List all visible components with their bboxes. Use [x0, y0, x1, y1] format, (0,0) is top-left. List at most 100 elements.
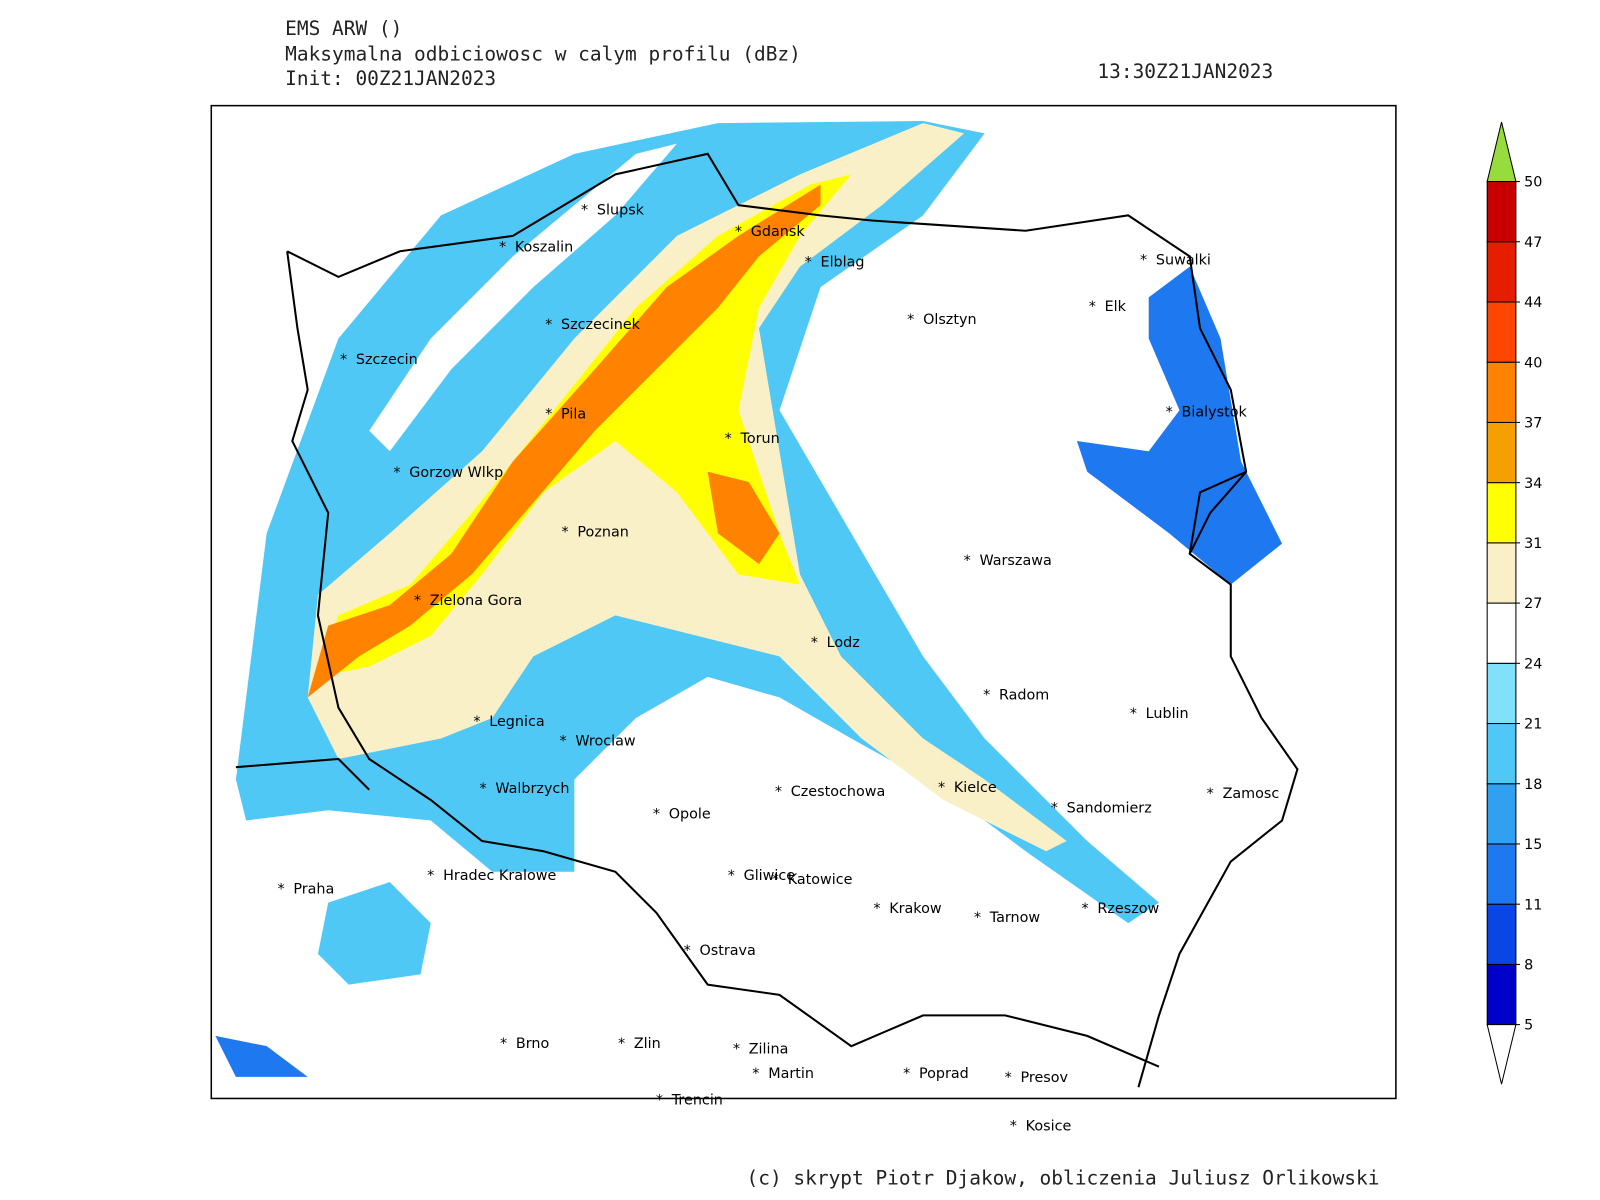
border-line	[286, 152, 1299, 1088]
credits: (c) skrypt Piotr Djakow, obliczenia Juli…	[747, 1167, 1380, 1190]
rain-area	[307, 184, 821, 698]
city-marker: *	[545, 406, 552, 422]
city-label: Zlin	[634, 1036, 661, 1052]
city-label: Elblag	[821, 255, 865, 271]
city-marker: *	[983, 687, 990, 703]
city-marker: *	[903, 1066, 910, 1082]
city-label: Warszawa	[979, 553, 1051, 569]
colorbar-label: 21	[1524, 717, 1542, 733]
map-area	[210, 104, 1397, 1100]
city-marker: *	[752, 1066, 759, 1082]
city-label: Walbrzych	[495, 781, 569, 797]
colorbar-band	[1486, 843, 1517, 905]
city-marker: *	[479, 781, 486, 797]
city-label: Radom	[999, 687, 1049, 703]
city-label: Zilina	[749, 1041, 789, 1057]
city-marker: *	[559, 734, 566, 750]
city-marker: *	[938, 780, 945, 796]
colorbar-band	[1486, 723, 1517, 785]
colorbar-band	[1486, 241, 1517, 303]
city-marker: *	[545, 317, 552, 333]
city-marker: *	[1082, 901, 1089, 917]
borders	[235, 152, 1299, 1088]
city-labels: * Slupsk * Koszalin * Gdansk * Elblag * Suwalki * E…	[277, 202, 1279, 1134]
city-marker: *	[393, 465, 400, 481]
city-label: Gorzow Wlkp	[409, 465, 503, 481]
city-label: Szczecin	[356, 352, 418, 368]
colorbar-label: 11	[1524, 897, 1542, 913]
colorbar-label: 31	[1524, 536, 1542, 552]
colorbar-band	[1486, 301, 1517, 363]
city-marker: *	[1207, 786, 1214, 802]
city-marker: *	[653, 806, 660, 822]
colorbar-label: 24	[1524, 656, 1542, 672]
colorbar-band	[1486, 963, 1517, 1026]
city-marker: *	[1089, 299, 1096, 315]
field-title: Maksymalna odbiciowosc w calym profilu (…	[285, 43, 801, 66]
model-name: EMS ARW ()	[285, 17, 402, 40]
city-label: Brno	[516, 1036, 549, 1052]
city-marker: *	[1005, 1070, 1012, 1086]
city-marker: *	[733, 1041, 740, 1057]
city-label: Olsztyn	[923, 312, 976, 328]
city-marker: *	[805, 255, 812, 271]
city-marker: *	[618, 1036, 625, 1052]
city-label: Praha	[293, 881, 334, 897]
city-marker: *	[277, 881, 284, 897]
city-marker: *	[562, 524, 569, 540]
city-label: Katowice	[788, 872, 853, 888]
colorbar-band	[1486, 361, 1517, 423]
city-marker: *	[656, 1093, 663, 1109]
city-label: Czestochowa	[791, 784, 886, 800]
colorbar-label: 44	[1524, 295, 1542, 311]
city-marker: *	[964, 553, 971, 569]
city-marker: *	[735, 224, 742, 240]
colorbar-above	[1486, 121, 1517, 183]
city-label: Sandomierz	[1067, 800, 1152, 816]
city-label: Gliwice	[744, 868, 796, 884]
city-label: Ostrava	[699, 943, 755, 959]
colorbar-label: 15	[1524, 837, 1542, 853]
colorbar-label: 27	[1524, 596, 1542, 612]
city-label: Torun	[740, 431, 780, 447]
reflectivity-field	[215, 121, 1283, 1077]
city-label: Rzeszow	[1097, 901, 1159, 917]
city-marker: *	[772, 872, 779, 888]
city-label: Gdansk	[751, 224, 806, 240]
city-label: Opole	[669, 806, 711, 822]
city-marker: *	[728, 868, 735, 884]
colorbar-label: 18	[1524, 777, 1542, 793]
city-label: Elk	[1105, 299, 1127, 315]
city-marker: *	[581, 202, 588, 218]
rain-area	[215, 1035, 308, 1077]
city-label: Zielona Gora	[430, 593, 522, 609]
rain-area	[1076, 266, 1283, 585]
colorbar-band	[1486, 421, 1517, 484]
city-marker: *	[907, 312, 914, 328]
city-marker: *	[775, 784, 782, 800]
city-label: Slupsk	[597, 202, 645, 218]
city-label: Poznan	[577, 524, 628, 540]
city-marker: *	[414, 593, 421, 609]
city-label: Zamosc	[1223, 786, 1280, 802]
colorbar-label: 34	[1524, 476, 1542, 492]
valid-time: 13:30Z21JAN2023	[1097, 60, 1273, 83]
city-label: Kosice	[1026, 1118, 1072, 1134]
city-marker: *	[974, 910, 981, 926]
border-line	[1188, 470, 1247, 555]
colorbar-band	[1486, 482, 1517, 544]
city-label: Lodz	[827, 635, 860, 651]
colorbar-band	[1486, 602, 1517, 664]
colorbar-label: 40	[1524, 355, 1542, 371]
city-marker: *	[873, 901, 880, 917]
city-label: Trencin	[671, 1093, 723, 1109]
colorbar-label: 47	[1524, 235, 1542, 251]
init-time: Init: 00Z21JAN2023	[285, 67, 496, 90]
city-marker: *	[725, 431, 732, 447]
city-label: Tarnow	[989, 910, 1041, 926]
city-marker: *	[427, 868, 434, 884]
colorbar-band	[1486, 783, 1517, 845]
city-label: Kielce	[954, 780, 997, 796]
city-marker: *	[499, 239, 506, 255]
